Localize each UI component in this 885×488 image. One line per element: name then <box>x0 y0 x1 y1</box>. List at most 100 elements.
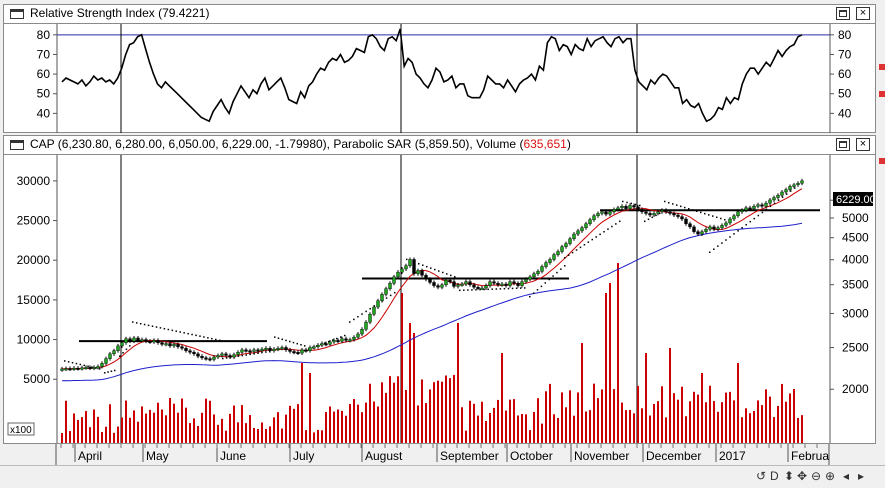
sar-dot <box>789 190 792 192</box>
sar-dot <box>91 366 93 368</box>
zoom-out-button[interactable]: ⊖ <box>811 469 822 483</box>
alert-marker <box>879 64 885 70</box>
volume-bar <box>685 416 687 443</box>
month-label: 2017 <box>719 449 746 463</box>
price-chart: 5000 10000 15000 20000 25000 30000 2000 2500 300… <box>7 155 875 444</box>
volume-bar <box>401 293 403 443</box>
volume-bar <box>189 423 191 443</box>
volume-bar <box>465 430 467 443</box>
sar-dot <box>454 276 456 278</box>
sar-dot <box>647 218 650 221</box>
volume-bar <box>661 386 663 443</box>
candle-body <box>208 358 212 361</box>
candle-body <box>396 271 400 278</box>
candle-body <box>92 367 96 370</box>
candle-body <box>244 349 248 352</box>
volume-bar <box>597 398 599 443</box>
candle-body <box>128 338 132 342</box>
volume-bar <box>321 430 323 443</box>
scale-button[interactable]: ⬍ <box>784 469 795 483</box>
volume-bar <box>501 353 503 443</box>
sar-dot <box>615 223 617 225</box>
candle-body <box>492 281 496 284</box>
price-title: CAP (6,230.80, 6,280.00, 6,050.00, 6,229… <box>30 137 571 151</box>
candle-body <box>336 340 340 343</box>
volume-bar <box>425 403 427 443</box>
volume-bar <box>217 424 219 443</box>
scroll-left-button[interactable]: ◂ <box>843 469 850 483</box>
rsi-panel: Relative Strength Index (79.4221) × 40 40… <box>3 4 876 133</box>
zoom-in-button[interactable]: ⊕ <box>825 469 836 483</box>
volume-bar <box>389 376 391 443</box>
candle-body <box>72 367 76 370</box>
candle-body <box>232 354 236 358</box>
volume-bar <box>257 428 259 443</box>
candle-body <box>332 340 336 343</box>
month-label: September <box>440 449 499 463</box>
price-tick-label: 10000 <box>17 333 51 347</box>
volume-bar <box>557 417 559 443</box>
maximize-button[interactable] <box>836 138 850 151</box>
sar-dot <box>292 341 295 344</box>
scroll-right-button[interactable]: ▸ <box>858 469 865 483</box>
sar-dot <box>129 345 131 347</box>
volume-bar <box>413 333 415 443</box>
sar-dot <box>639 204 641 207</box>
volume-bar <box>153 412 155 443</box>
candle-body <box>328 341 332 345</box>
volume-bar <box>753 411 755 443</box>
candle-body <box>724 222 728 226</box>
volume-bar <box>61 433 63 443</box>
volume-bar <box>457 323 459 443</box>
candle-body <box>776 194 780 198</box>
sar-dot <box>143 323 146 326</box>
candle-body <box>788 186 792 190</box>
candle-body <box>728 218 732 224</box>
candle-body <box>464 281 468 285</box>
candle-body <box>532 273 536 278</box>
sar-dot <box>524 287 526 289</box>
candle-body <box>356 333 360 338</box>
close-button[interactable]: × <box>856 7 870 20</box>
volume-bar <box>481 401 483 443</box>
close-button[interactable]: × <box>856 138 870 151</box>
volume-bar <box>313 432 315 443</box>
candle-body <box>748 207 752 210</box>
volume-bar <box>649 415 651 443</box>
rsi-tick-label: 70 <box>37 47 51 61</box>
volume-bar <box>529 430 531 443</box>
candle-body <box>324 343 328 346</box>
candle-body <box>292 351 296 354</box>
rsi-tick-label-right: 60 <box>838 67 852 81</box>
volume-bar <box>197 425 199 443</box>
volume-bar <box>369 383 371 443</box>
sar-dot <box>71 361 74 364</box>
price-title-main: CAP (6,230.80, 6,280.00, 6,050.00, 6,229… <box>30 137 524 151</box>
candle-body <box>412 259 416 274</box>
volume-bar <box>537 398 539 443</box>
volume-bar <box>477 415 479 443</box>
candle-body <box>488 281 492 286</box>
daily-button[interactable]: D <box>770 469 779 483</box>
window-icon <box>10 9 24 19</box>
pan-button[interactable]: ✥ <box>797 469 808 483</box>
candle-body <box>416 270 420 274</box>
volume-bar <box>437 380 439 443</box>
volume-bar <box>793 389 795 443</box>
candle-body <box>624 206 628 209</box>
candle-body <box>252 349 256 352</box>
sar-dot <box>475 288 477 291</box>
volume-bar <box>361 412 363 443</box>
volume-bar <box>269 426 271 443</box>
volume-bar <box>77 419 79 443</box>
volume-bar <box>281 428 283 443</box>
sar-dot <box>132 321 134 323</box>
candle-body <box>656 211 660 214</box>
candle-body <box>468 281 472 286</box>
candle-body <box>260 348 264 351</box>
volume-bar <box>489 412 491 443</box>
candle-body <box>484 285 488 289</box>
maximize-button[interactable] <box>836 7 850 20</box>
sar-dot <box>622 200 624 203</box>
refresh-button[interactable]: ↺ <box>756 469 767 483</box>
